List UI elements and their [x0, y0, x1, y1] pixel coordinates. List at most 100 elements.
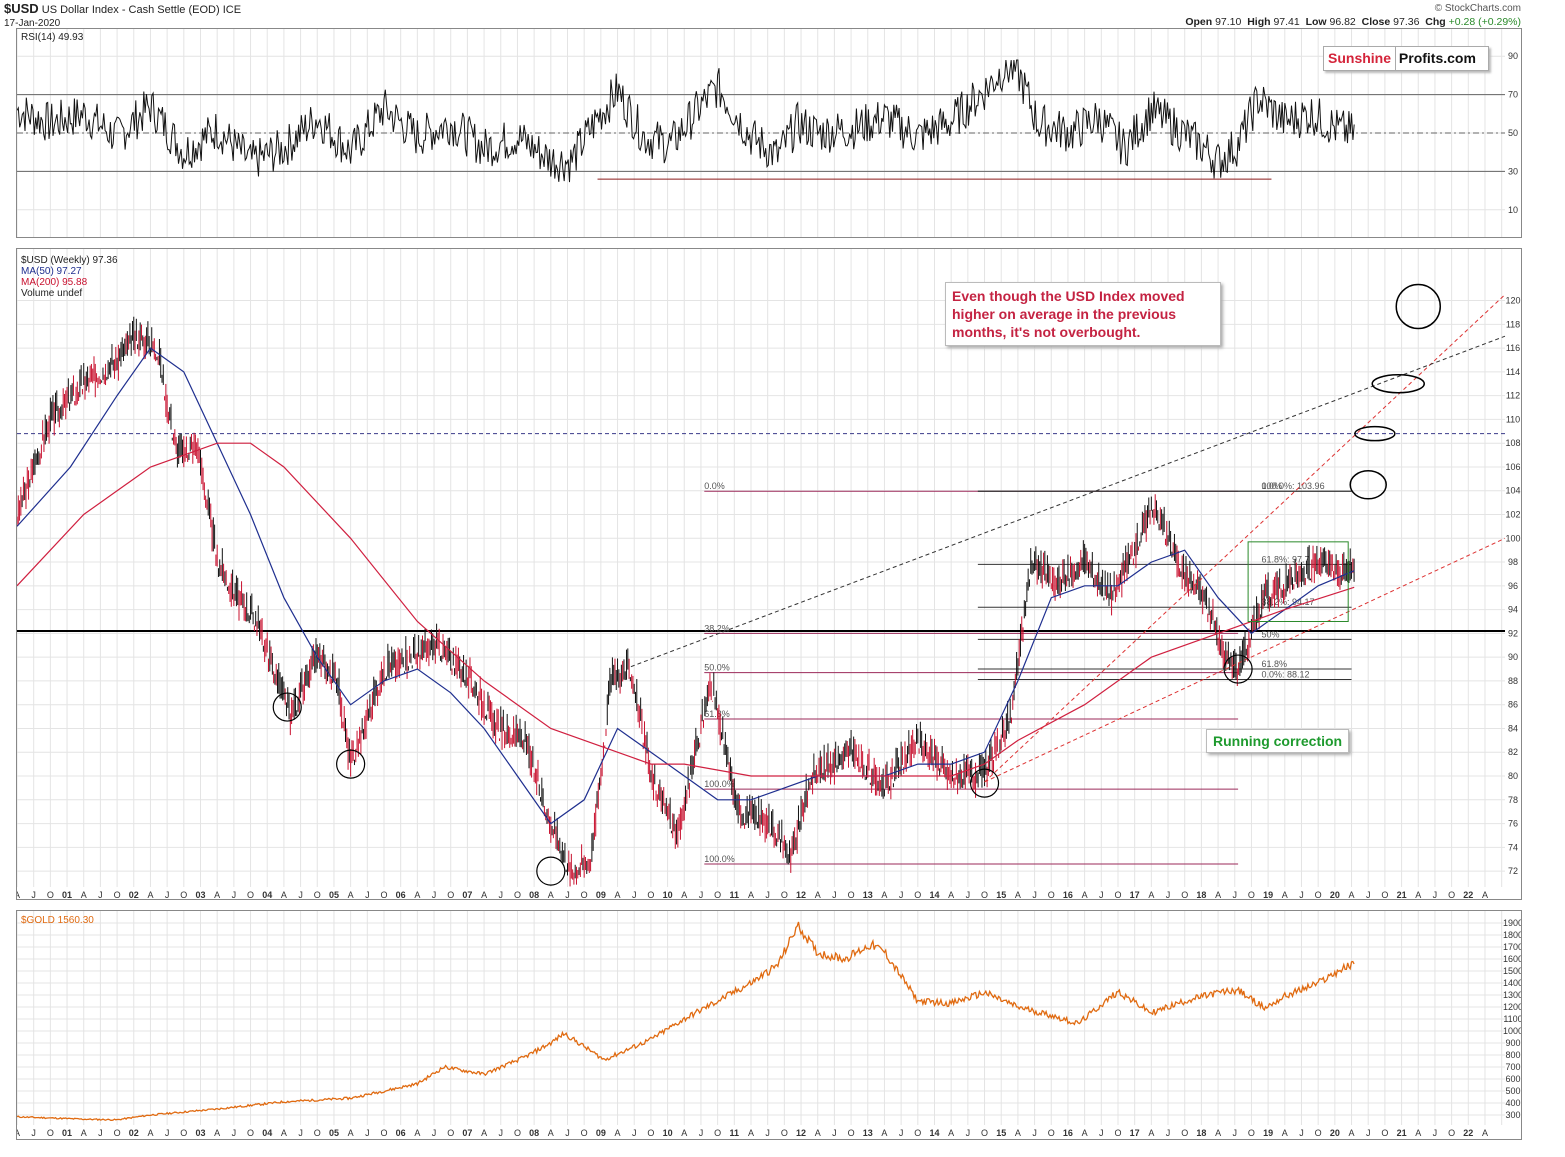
x-tick-label: O	[247, 1128, 254, 1138]
x-tick-label: A	[281, 1128, 287, 1138]
price-legend: $USD (Weekly) 97.36 MA(50) 97.27 MA(200)…	[21, 255, 118, 299]
x-tick-label: 13	[863, 890, 873, 899]
x-tick-label: J	[632, 890, 637, 899]
x-tick-label: A	[1148, 1128, 1154, 1138]
close-value: 97.36	[1393, 16, 1420, 28]
brand-part1: Sunshine	[1328, 50, 1392, 66]
y-tick-label: 88	[1508, 676, 1518, 686]
target-ellipse	[1371, 374, 1425, 394]
y-tick-label: 1600	[1503, 954, 1521, 964]
chg-value: +0.28 (+0.29%)	[1448, 16, 1521, 28]
x-tick-label: A	[1415, 1128, 1421, 1138]
x-tick-label: 16	[1063, 890, 1073, 899]
x-tick-label: J	[365, 1128, 370, 1138]
x-tick-label: J	[1166, 890, 1171, 899]
x-tick-label: A	[1349, 890, 1355, 899]
x-tick-label: O	[848, 1128, 855, 1138]
x-tick-label: 15	[996, 1128, 1006, 1138]
x-tick-label: 18	[1196, 1128, 1206, 1138]
x-tick-label: A	[881, 1128, 887, 1138]
bottom-circle	[969, 768, 1000, 798]
y-tick-label: 80	[1508, 771, 1518, 781]
x-tick-label: A	[348, 1128, 354, 1138]
x-tick-label: J	[1433, 890, 1438, 899]
x-tick-label: A	[748, 890, 754, 899]
x-tick-label: A	[214, 890, 220, 899]
y-tick-label: 1400	[1503, 978, 1521, 988]
x-tick-label: O	[314, 1128, 321, 1138]
y-tick-label: 800	[1505, 1050, 1520, 1060]
y-tick-label: 90	[1508, 652, 1518, 662]
x-tick-label: O	[1048, 1128, 1055, 1138]
x-tick-label: J	[98, 890, 103, 899]
y-tick-label: 1200	[1503, 1002, 1521, 1012]
x-tick-label: A	[681, 890, 687, 899]
x-tick-label: O	[114, 890, 121, 899]
x-tick-label: J	[499, 890, 504, 899]
x-tick-label: J	[966, 890, 971, 899]
y-tick-label: 110	[1506, 414, 1520, 424]
gold-line	[17, 921, 1355, 1121]
x-tick-label: O	[1181, 1128, 1188, 1138]
x-tick-label: 07	[462, 1128, 472, 1138]
x-tick-label: J	[31, 1128, 36, 1138]
y-tick-label: 108	[1505, 438, 1520, 448]
y-tick-label: 92	[1508, 628, 1518, 638]
chart-date: 17-Jan-2020	[4, 18, 61, 29]
y-tick-label: 94	[1508, 605, 1518, 615]
x-tick-label: 01	[62, 890, 72, 899]
x-tick-label: A	[1082, 890, 1088, 899]
x-tick-label: J	[165, 1128, 170, 1138]
x-tick-label: A	[548, 890, 554, 899]
y-tick-label: 90	[1508, 51, 1518, 61]
x-tick-label: J	[232, 1128, 237, 1138]
y-tick-label: 98	[1508, 557, 1518, 567]
price-panel: 72 74 76 78 80 82 84 86 88 90 92 94 96 98 100 102 104 106…	[16, 248, 1522, 900]
chg-label: Chg	[1425, 16, 1446, 28]
x-tick-label: 11	[730, 1128, 740, 1138]
legend-volume: Volume undef	[21, 288, 83, 299]
brand-part2: Profits.com	[1394, 47, 1476, 70]
open-value: 97.10	[1215, 16, 1242, 28]
x-tick-label: 03	[195, 890, 205, 899]
x-tick-label: 06	[396, 890, 406, 899]
y-tick-label: 1000	[1503, 1026, 1521, 1036]
low-label: Low	[1305, 16, 1327, 28]
fib-label: 61.8%: 97.7	[1262, 554, 1310, 564]
y-tick-label: 72	[1508, 866, 1518, 876]
x-tick-label: O	[314, 890, 321, 899]
y-tick-label: 400	[1505, 1098, 1520, 1108]
ohlc-readout: Open 97.10 High 97.41 Low 96.82 Close 97…	[1185, 16, 1521, 28]
x-tick-label: 10	[663, 1128, 673, 1138]
x-tick-label: A	[1482, 890, 1488, 899]
x-tick-label: A	[1148, 890, 1154, 899]
description: US Dollar Index - Cash Settle (EOD)	[41, 4, 220, 16]
x-tick-label: O	[781, 890, 788, 899]
x-tick-label: 08	[529, 890, 539, 899]
x-tick-label: J	[699, 890, 704, 899]
x-tick-label: O	[380, 890, 387, 899]
rsi-legend: RSI(14) 49.93	[21, 32, 84, 43]
x-tick-label: 09	[596, 890, 606, 899]
y-tick-label: 86	[1508, 700, 1518, 710]
y-tick-label: 74	[1508, 842, 1518, 852]
x-tick-label: A	[1349, 1128, 1355, 1138]
x-tick-label: 19	[1263, 1128, 1273, 1138]
x-tick-label: A	[1415, 890, 1421, 899]
x-tick-label: O	[514, 1128, 521, 1138]
x-tick-label: J	[298, 890, 303, 899]
x-tick-label: 17	[1130, 1128, 1140, 1138]
fib-label: 38.2%	[704, 623, 730, 633]
fib-label: 38.2%: 94.17	[1262, 597, 1315, 607]
x-tick-label: J	[432, 890, 437, 899]
x-tick-label: 19	[1263, 890, 1273, 899]
fib-label: 0.0%	[1262, 481, 1283, 491]
legend-ma200: MA(200) 95.88	[21, 277, 88, 288]
fib-label: 0.0%	[704, 481, 725, 491]
chart-header: $USD US Dollar Index - Cash Settle (EOD)…	[4, 2, 241, 30]
rsi-panel: 10 30 50 70 90 RSI(14) 49.93 Sunshine Profit…	[16, 28, 1522, 238]
x-tick-label: J	[298, 1128, 303, 1138]
x-tick-label: 20	[1330, 1128, 1340, 1138]
x-tick-label: J	[432, 1128, 437, 1138]
x-tick-label: O	[1448, 1128, 1455, 1138]
